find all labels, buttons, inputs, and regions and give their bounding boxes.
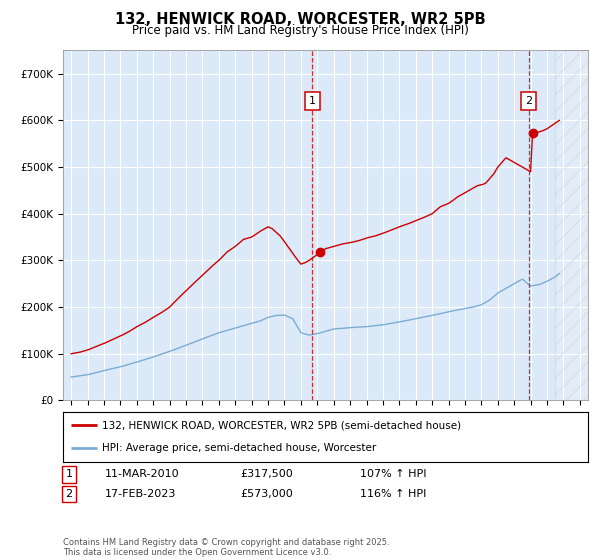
Text: 132, HENWICK ROAD, WORCESTER, WR2 5PB: 132, HENWICK ROAD, WORCESTER, WR2 5PB [115, 12, 485, 27]
Text: £317,500: £317,500 [240, 469, 293, 479]
Text: 1: 1 [309, 96, 316, 106]
Text: £573,000: £573,000 [240, 489, 293, 499]
Text: HPI: Average price, semi-detached house, Worcester: HPI: Average price, semi-detached house,… [103, 444, 377, 454]
Text: 107% ↑ HPI: 107% ↑ HPI [360, 469, 427, 479]
Text: 116% ↑ HPI: 116% ↑ HPI [360, 489, 427, 499]
Text: 1: 1 [65, 469, 73, 479]
Text: 11-MAR-2010: 11-MAR-2010 [105, 469, 179, 479]
Text: Price paid vs. HM Land Registry's House Price Index (HPI): Price paid vs. HM Land Registry's House … [131, 24, 469, 37]
Text: 2: 2 [526, 96, 533, 106]
Text: Contains HM Land Registry data © Crown copyright and database right 2025.
This d: Contains HM Land Registry data © Crown c… [63, 538, 389, 557]
Text: 132, HENWICK ROAD, WORCESTER, WR2 5PB (semi-detached house): 132, HENWICK ROAD, WORCESTER, WR2 5PB (s… [103, 420, 461, 430]
Text: 2: 2 [65, 489, 73, 499]
Text: 17-FEB-2023: 17-FEB-2023 [105, 489, 176, 499]
Bar [555, 50, 588, 400]
